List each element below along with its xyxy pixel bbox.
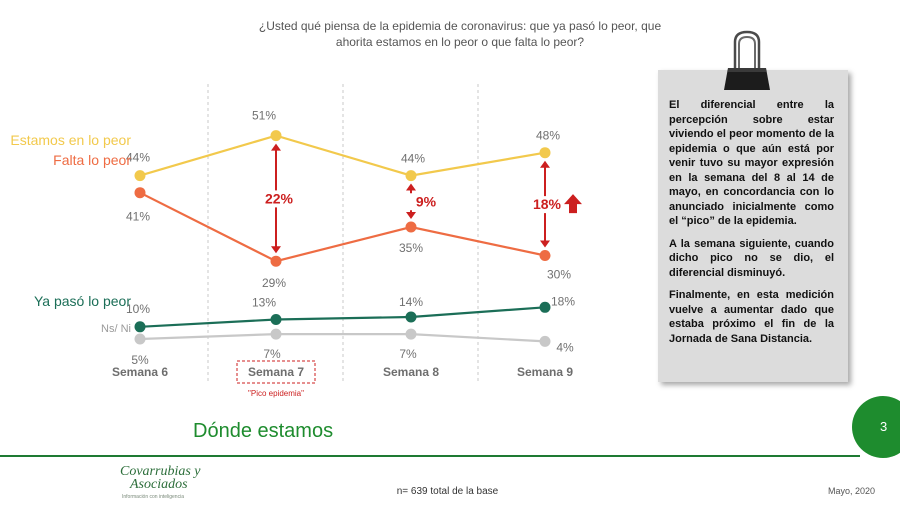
data-label-2-4: 30% — [547, 268, 571, 282]
page-number-badge — [852, 396, 900, 458]
data-point-3-2 — [270, 314, 282, 325]
commentary-paragraph-1: El diferencial entre la percepción sobre… — [669, 99, 834, 227]
data-point-4-3 — [405, 328, 417, 340]
data-label-3-2: 13% — [252, 296, 276, 310]
series-label-3: Ya pasó lo peor — [34, 293, 131, 309]
data-point-4-1 — [134, 333, 146, 345]
data-label-1-3: 44% — [401, 152, 425, 166]
date-label: Mayo, 2020 — [828, 486, 876, 496]
category-label-4: Semana 9 — [517, 365, 573, 379]
data-label-4-4: 4% — [556, 340, 574, 354]
commentary-text: El diferencial entre la percepción sobre… — [669, 98, 834, 354]
data-point-3-1 — [134, 321, 146, 333]
commentary-panel — [658, 70, 848, 382]
commentary-paragraph-2: A la semana siguiente, cuando dicho pico… — [669, 237, 834, 279]
data-point-2-3 — [405, 221, 417, 233]
data-label-1-1: 44% — [126, 151, 150, 165]
data-point-2-2 — [270, 255, 282, 267]
data-label-4-1: 5% — [131, 353, 149, 367]
data-point-2-4 — [539, 250, 551, 261]
data-point-1-3 — [405, 170, 417, 182]
category-label-2: Semana 7 — [248, 365, 304, 379]
commentary-paragraph-3: Finalmente, en esta medición vuelve a au… — [669, 289, 834, 345]
difference-label-3: 18% — [533, 196, 562, 212]
data-point-1-2 — [270, 130, 282, 142]
difference-label-bg-1 — [262, 190, 296, 208]
difference-arrowhead-up-3 — [540, 160, 550, 168]
difference-label-bg-3 — [530, 196, 564, 214]
data-label-1-2: 51% — [252, 109, 276, 123]
data-label-3-4: 18% — [551, 294, 575, 308]
series-label-2: Falta lo peor — [53, 152, 131, 168]
data-point-3-3 — [405, 311, 417, 323]
data-label-2-1: 41% — [126, 210, 150, 224]
category-label-1: Semana 6 — [112, 365, 168, 379]
trend-up-arrow-icon — [564, 194, 582, 214]
page-number: 3 — [880, 419, 888, 434]
data-label-2-3: 35% — [399, 241, 423, 255]
data-label-2-2: 29% — [262, 276, 286, 290]
sample-footnote: n= 639 total de la base — [396, 486, 499, 497]
series-line-3 — [139, 306, 546, 328]
difference-arrowhead-up-2 — [406, 183, 416, 191]
difference-arrowhead-down-1 — [271, 246, 281, 254]
difference-label-2: 9% — [416, 193, 437, 209]
category-label-3: Semana 8 — [383, 365, 439, 379]
difference-arrowhead-up-1 — [271, 143, 281, 151]
data-point-4-4 — [539, 335, 551, 347]
data-point-1-4 — [539, 147, 551, 159]
data-label-1-4: 48% — [536, 129, 560, 143]
series-label-1: Estamos en lo peor — [10, 132, 131, 148]
series-line-2 — [139, 191, 546, 263]
difference-arrowhead-down-3 — [540, 240, 550, 248]
data-point-4-2 — [270, 328, 282, 340]
survey-question: ¿Usted qué piensa de la epidemia de coro… — [258, 19, 662, 49]
highlight-note: "Pico epidemia" — [248, 389, 304, 398]
difference-arrowhead-down-2 — [406, 211, 416, 219]
series-label-4: Ns/ Ni — [101, 323, 131, 335]
difference-label-bg-2 — [409, 193, 443, 211]
data-label-3-3: 14% — [399, 295, 423, 309]
logo-tagline: Información con inteligencia — [122, 494, 184, 500]
company-logo: Covarrubias y Asociados Información con … — [120, 464, 220, 501]
data-label-4-3: 7% — [399, 347, 417, 361]
data-label-4-2: 7% — [263, 347, 281, 361]
data-point-3-4 — [539, 301, 551, 313]
difference-label-1: 22% — [265, 190, 294, 206]
logo-line-1: Covarrubias y — [120, 464, 201, 479]
binder-clip-icon — [724, 30, 770, 90]
data-label-3-1: 10% — [126, 302, 150, 316]
data-point-1-1 — [134, 170, 146, 182]
series-line-1 — [139, 134, 546, 177]
section-title: Dónde estamos — [193, 420, 334, 442]
series-line-4 — [139, 333, 546, 343]
divider-line — [0, 455, 860, 457]
logo-line-2: Asociados — [130, 477, 188, 492]
data-point-2-1 — [134, 187, 146, 199]
